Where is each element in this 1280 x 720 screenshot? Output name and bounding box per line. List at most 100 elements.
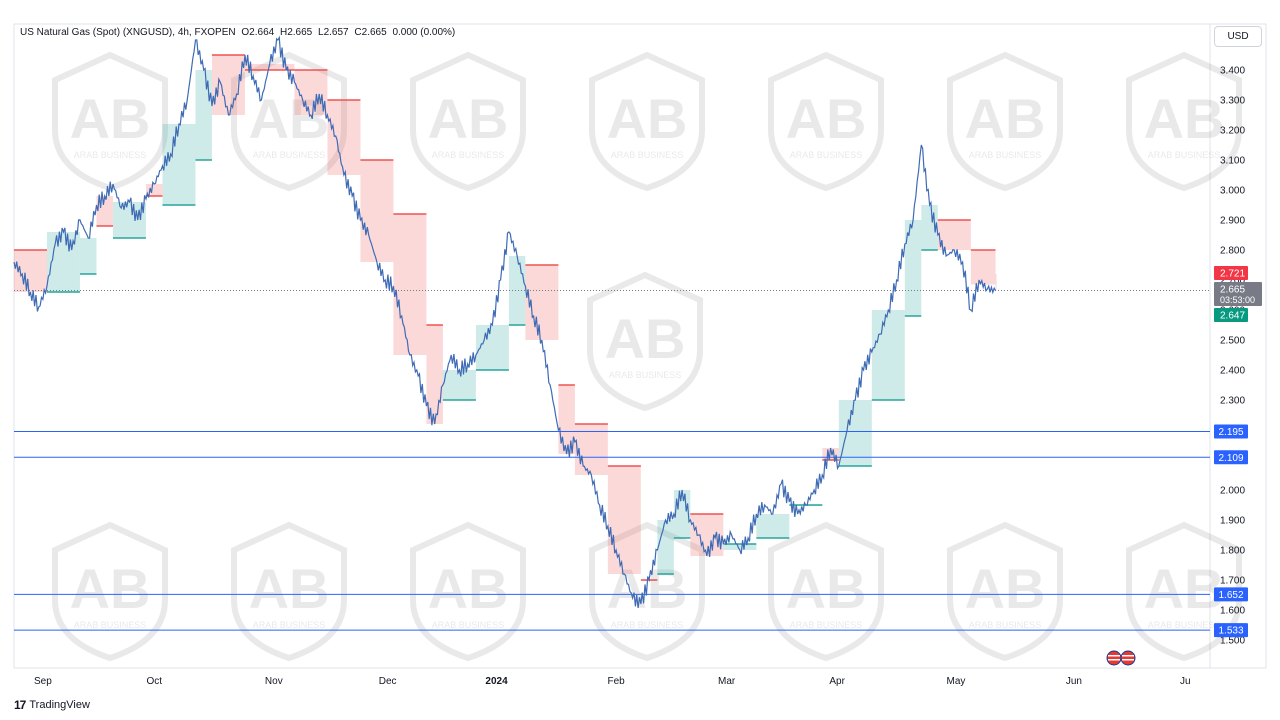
watermark-shield-icon	[768, 521, 884, 662]
price-tag-label: 2.647	[1220, 311, 1245, 322]
watermark-letters: AB	[249, 557, 330, 620]
currency-button[interactable]: USD	[1214, 26, 1262, 47]
y-tick-label: 2.500	[1220, 336, 1245, 347]
support-price-tag: 1.533	[1214, 623, 1248, 638]
watermark-shield-icon	[410, 51, 526, 192]
x-tick-label: Oct	[146, 676, 162, 687]
price-tag-bg	[1214, 266, 1248, 280]
watermark-letters: AB	[965, 87, 1046, 150]
x-tick-label: Feb	[608, 676, 626, 687]
x-tick-label: May	[947, 676, 966, 687]
watermark-letters: AB	[1144, 87, 1225, 150]
y-tick-label: 1.900	[1220, 516, 1245, 527]
watermark-shield-icon	[947, 521, 1063, 662]
watermark-text: ARAB BUSINESS	[969, 620, 1042, 630]
support-price-tag: 2.109	[1214, 450, 1248, 465]
watermark-text: ARAB BUSINESS	[253, 620, 326, 630]
band-fill-segment	[937, 220, 971, 250]
band-fill-segment	[607, 466, 641, 574]
support-tag-label: 2.195	[1218, 427, 1243, 438]
x-tick-label: Mar	[718, 676, 736, 687]
price-tag: 2.647	[1214, 308, 1248, 322]
support-price-tag: 1.652	[1214, 587, 1248, 602]
x-tick-label: Dec	[379, 676, 397, 687]
watermark-text: ARAB BUSINESS	[611, 150, 684, 160]
watermark-letters: AB	[428, 557, 509, 620]
support-tag-bg	[1214, 450, 1248, 465]
watermark-shield-icon	[52, 521, 168, 662]
price-tag-bg	[1214, 282, 1262, 306]
band-fill-segment	[195, 70, 212, 160]
band-fill-segment	[442, 370, 476, 400]
watermark-shield-icon	[768, 51, 884, 192]
band-fill-segment	[657, 520, 674, 574]
band-fill-segment	[723, 544, 757, 550]
price-series-line	[13, 35, 997, 608]
x-tick-label: Jun	[1066, 676, 1082, 687]
x-tick-label: Apr	[829, 676, 845, 687]
symbol-title: US Natural Gas (Spot) (XNGUSD), 4h, FXOP…	[20, 27, 236, 38]
band-fill-segment	[145, 184, 163, 196]
watermark-letters: AB	[70, 557, 151, 620]
support-tag-label: 2.109	[1218, 453, 1243, 464]
support-tag-label: 1.533	[1218, 626, 1243, 637]
tradingview-logo-icon: 17	[14, 698, 26, 712]
watermark-shield-icon	[410, 521, 526, 662]
watermark-text: ARAB BUSINESS	[790, 150, 863, 160]
price-tag: 2.721	[1214, 266, 1248, 280]
symbol-legend: US Natural Gas (Spot) (XNGUSD), 4h, FXOP…	[20, 27, 458, 38]
watermark-letters: AB	[965, 557, 1046, 620]
support-tag-bg	[1214, 623, 1248, 638]
ohlc-open: O2.664	[241, 27, 275, 38]
watermark-shield-icon	[1126, 51, 1242, 192]
band-fill-segment	[756, 514, 790, 538]
band-fill-segment	[508, 256, 526, 325]
band-fill-segment	[970, 250, 996, 285]
us-flag-icon[interactable]	[1106, 650, 1138, 666]
band-fill-segment	[14, 250, 47, 292]
y-tick-label: 1.500	[1220, 636, 1245, 647]
y-tick-label: 2.700	[1220, 276, 1245, 287]
ohlc-high: H2.665	[280, 27, 313, 38]
watermark-letters: AB	[786, 87, 867, 150]
watermark-shield-icon	[1126, 521, 1242, 662]
band-fill-segment	[574, 424, 608, 475]
band-fill-segment	[871, 310, 905, 400]
support-tag-label: 1.652	[1218, 590, 1243, 601]
band-fill-segment	[904, 220, 922, 316]
watermark-text: ARAB BUSINESS	[1148, 620, 1221, 630]
band-fill-segment	[162, 124, 196, 205]
ohlc-change: 0.000 (0.00%)	[392, 27, 456, 38]
watermark-text: ARAB BUSINESS	[1148, 150, 1221, 160]
watermark-text: ARAB BUSINESS	[432, 150, 505, 160]
band-fill-segment	[244, 64, 295, 70]
x-tick-label: Sep	[34, 676, 52, 687]
y-tick-label: 3.400	[1220, 66, 1245, 77]
band-fill-segment	[838, 400, 872, 466]
y-tick-label: 2.400	[1220, 366, 1245, 377]
y-tick-label: 1.700	[1220, 576, 1245, 587]
watermark-text: ARAB BUSINESS	[609, 370, 682, 380]
band-fill-segment	[360, 160, 394, 262]
band-fill-segment	[475, 325, 509, 370]
band-fill-segment	[327, 100, 361, 175]
watermark-letters: AB	[1144, 557, 1225, 620]
band-fill-segment	[294, 70, 328, 115]
price-tag-bg	[1214, 308, 1248, 322]
watermark-shield-icon	[589, 521, 705, 662]
tradingview-branding[interactable]: 17 TradingView	[14, 698, 90, 712]
band-fill-segment	[112, 202, 146, 238]
tradingview-label: TradingView	[29, 699, 90, 711]
y-tick-label: 1.800	[1220, 546, 1245, 557]
